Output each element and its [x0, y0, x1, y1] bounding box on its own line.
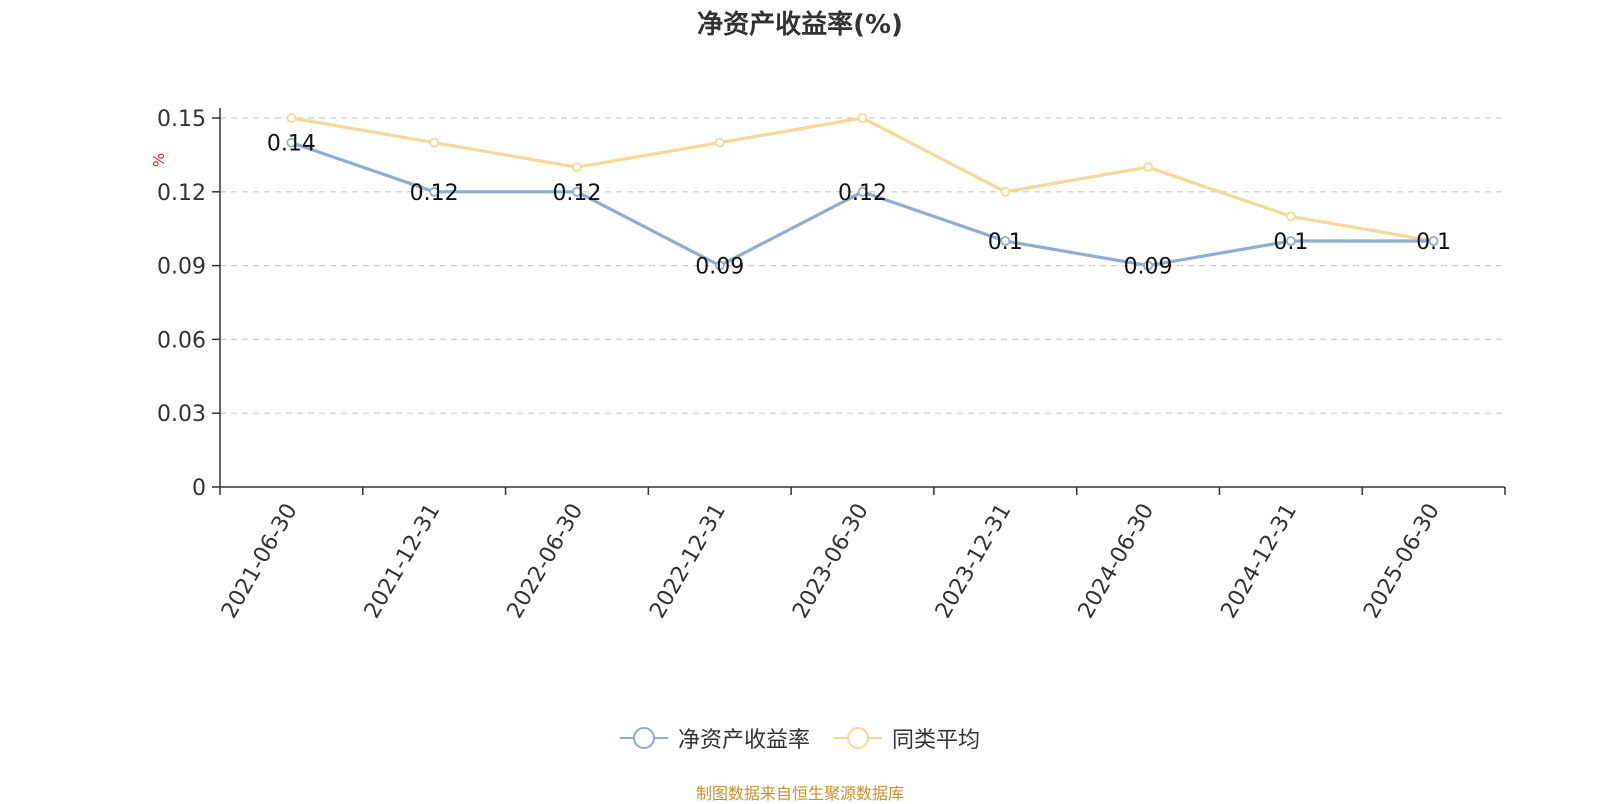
data-point-roe [857, 186, 868, 197]
data-point-roe [286, 137, 297, 148]
data-label: 0.12 [552, 181, 601, 206]
data-label: 0.09 [695, 255, 744, 280]
chart-title: 净资产收益率(%) [697, 10, 903, 40]
data-point-roe [572, 186, 582, 197]
data-point-peer-average [286, 113, 297, 123]
data-label: 0.12 [410, 181, 459, 206]
x-tick-label: 2023-06-30 [788, 500, 874, 623]
data-point-peer-average [1285, 211, 1296, 222]
legend-marker-peer-average-icon [834, 726, 882, 750]
y-tick-label: 0.09 [157, 255, 206, 280]
x-tick-label: 2024-12-31 [1216, 500, 1302, 623]
data-label: 0.14 [267, 132, 316, 157]
data-labels: 0.14 0.12 0.12 0.09 0.12 0.1 0.09 0.1 0.1 [267, 132, 1451, 280]
series-line-peer-average [291, 116, 1434, 243]
data-point-peer-average [714, 137, 725, 148]
legend: 净资产收益率 同类平均 [0, 722, 1600, 754]
data-point-peer-average [1000, 186, 1011, 197]
data-point-peer-average [572, 162, 582, 173]
data-point-roe [714, 260, 725, 271]
data-point-roe [1143, 260, 1153, 271]
data-point-roe [1000, 236, 1011, 246]
x-tick-label: 2023-12-31 [931, 500, 1017, 623]
data-label: 0.12 [838, 181, 887, 206]
x-tick-label: 2022-06-30 [503, 500, 589, 623]
data-point-peer-average [857, 113, 868, 123]
data-point-peer-average [429, 137, 440, 148]
legend-item-peer-average[interactable]: 同类平均 [834, 722, 980, 754]
data-point-roe [429, 186, 440, 197]
y-axis-label: % [150, 153, 168, 167]
y-tick-label: 0.12 [157, 181, 206, 206]
y-tick-label: 0.03 [157, 402, 206, 427]
x-tick-label: 2021-12-31 [360, 499, 446, 622]
y-tick-label: 0 [192, 476, 206, 501]
x-tick-label: 2022-12-31 [645, 500, 731, 623]
data-label: 0.1 [988, 230, 1023, 255]
y-tick-label: 0.06 [157, 328, 206, 353]
data-label: 0.1 [1273, 230, 1308, 255]
legend-label-peer-average: 同类平均 [892, 728, 981, 753]
x-tick-label: 2025-06-30 [1359, 500, 1445, 623]
series-lines [286, 113, 1439, 271]
legend-item-roe[interactable]: 净资产收益率 [619, 722, 810, 754]
data-label: 0.09 [1124, 255, 1173, 280]
legend-marker-roe-icon [619, 726, 668, 750]
data-point-roe [1285, 236, 1296, 246]
legend-label-roe: 净资产收益率 [677, 728, 810, 753]
source-note: 制图数据来自恒生聚源数据库 [695, 784, 904, 803]
x-tick-label: 2021-06-30 [217, 500, 303, 623]
grid-lines [220, 117, 1505, 414]
x-tick-label: 2024-06-30 [1074, 500, 1160, 623]
y-tick-label: 0.15 [157, 107, 206, 132]
data-point-roe [1428, 236, 1439, 246]
axes: 0 0.03 0.06 0.09 0.12 0.15% 2021-06-30 2021-12-… [150, 107, 1506, 623]
data-point-peer-average [1143, 162, 1153, 173]
data-label: 0.1 [1416, 230, 1451, 255]
